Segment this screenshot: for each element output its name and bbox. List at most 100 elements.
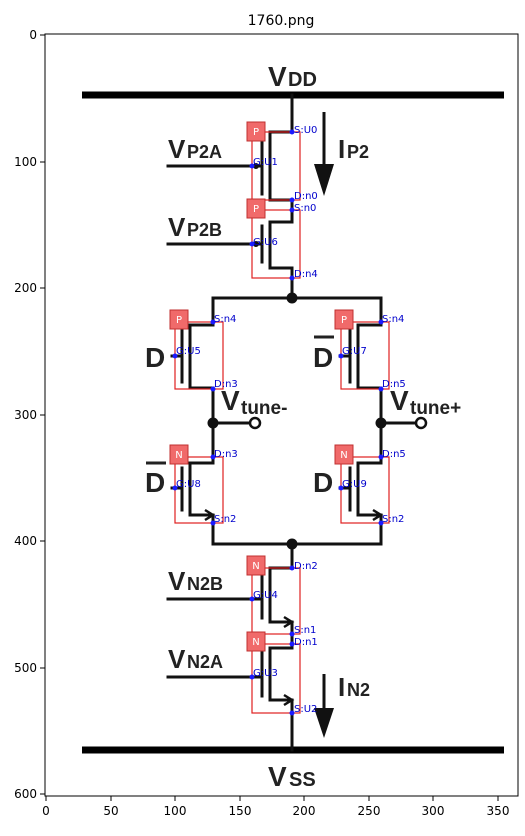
vn2a-label: V N2A bbox=[168, 644, 223, 674]
d-bar-label-right: D bbox=[313, 335, 334, 373]
figure-title: 1760.png bbox=[248, 13, 315, 29]
ip2-arrow bbox=[314, 112, 334, 196]
in2-arrow bbox=[314, 674, 334, 738]
svg-text:SS: SS bbox=[289, 769, 316, 791]
vtune-plus-terminal bbox=[414, 416, 428, 430]
svg-text:V: V bbox=[168, 212, 186, 242]
svg-text:S:n4: S:n4 bbox=[214, 314, 236, 325]
x-tick-label: 150 bbox=[229, 804, 252, 818]
x-tick-label: 250 bbox=[358, 804, 381, 818]
svg-text:DD: DD bbox=[288, 69, 317, 91]
svg-text:N: N bbox=[340, 450, 347, 461]
transistor-u5 bbox=[170, 323, 215, 390]
svg-text:D: D bbox=[313, 342, 333, 373]
svg-text:S:n4: S:n4 bbox=[382, 314, 404, 325]
y-tick-label: 300 bbox=[14, 408, 37, 422]
svg-text:P2B: P2B bbox=[187, 220, 222, 240]
svg-text:P2: P2 bbox=[347, 142, 369, 162]
svg-text:D:n5: D:n5 bbox=[382, 449, 406, 460]
y-tick-label: 500 bbox=[14, 661, 37, 675]
d-label-left: D bbox=[145, 342, 165, 373]
d-bar-label-left: D bbox=[145, 461, 166, 498]
svg-text:D:n4: D:n4 bbox=[294, 269, 318, 280]
transistor-u9 bbox=[338, 461, 384, 522]
svg-text:V: V bbox=[390, 385, 409, 416]
y-tick-label: 200 bbox=[14, 281, 37, 295]
svg-text:S:n2: S:n2 bbox=[214, 514, 236, 525]
annotation-u8: N D:n3 G:U8 S:n2 bbox=[169, 444, 238, 526]
svg-text:D: D bbox=[145, 467, 165, 498]
vtune-minus-label: V tune- bbox=[221, 385, 287, 419]
y-tick-label: 100 bbox=[14, 155, 37, 169]
svg-text:S:n2: S:n2 bbox=[382, 514, 404, 525]
d-label-right: D bbox=[313, 467, 333, 498]
svg-text:V: V bbox=[168, 134, 186, 164]
svg-text:V: V bbox=[168, 566, 186, 596]
x-tick-label: 200 bbox=[293, 804, 316, 818]
svg-text:N2: N2 bbox=[347, 680, 370, 700]
svg-text:G:U1: G:U1 bbox=[253, 157, 278, 168]
node-n4-dot bbox=[286, 292, 298, 304]
svg-text:D:n1: D:n1 bbox=[294, 637, 318, 648]
x-tick-label: 0 bbox=[42, 804, 50, 818]
annotation-u9: N D:n5 G:U9 S:n2 bbox=[334, 444, 406, 526]
x-tick-label: 350 bbox=[487, 804, 510, 818]
svg-text:N: N bbox=[252, 637, 259, 648]
vp2a-label: V P2A bbox=[168, 134, 222, 164]
svg-text:D:n3: D:n3 bbox=[214, 449, 238, 460]
svg-text:P: P bbox=[253, 127, 259, 138]
svg-text:S:U0: S:U0 bbox=[294, 125, 317, 136]
svg-text:S:n1: S:n1 bbox=[294, 625, 316, 636]
svg-text:V: V bbox=[168, 644, 186, 674]
y-tick-label: 600 bbox=[14, 787, 37, 801]
svg-text:V: V bbox=[268, 761, 287, 792]
ip2-label: I P2 bbox=[338, 134, 369, 164]
svg-text:G:U5: G:U5 bbox=[176, 346, 201, 357]
svg-text:G:U4: G:U4 bbox=[253, 590, 278, 601]
annotation-u1: P S:U0 G:U1 D:n0 bbox=[246, 121, 318, 203]
y-tick-label: 0 bbox=[29, 28, 37, 42]
svg-text:P: P bbox=[253, 204, 259, 215]
svg-text:I: I bbox=[338, 672, 345, 702]
svg-text:S:U2: S:U2 bbox=[294, 704, 317, 715]
svg-text:G:U6: G:U6 bbox=[253, 237, 278, 248]
svg-text:G:U9: G:U9 bbox=[342, 479, 367, 490]
svg-text:D:n2: D:n2 bbox=[294, 561, 318, 572]
svg-text:S:n0: S:n0 bbox=[294, 203, 316, 214]
svg-text:N: N bbox=[252, 561, 259, 572]
annotation-u7: P S:n4 G:U7 D:n5 bbox=[334, 309, 406, 392]
plot-frame bbox=[44, 33, 519, 797]
x-axis: 0 50 100 150 200 250 300 350 bbox=[42, 796, 509, 818]
svg-text:N2B: N2B bbox=[187, 574, 223, 594]
vdd-label: V DD bbox=[268, 61, 317, 92]
x-tick-label: 50 bbox=[103, 804, 118, 818]
svg-text:G:U8: G:U8 bbox=[176, 479, 201, 490]
annotation-u4: N D:n2 G:U4 S:n1 bbox=[246, 555, 318, 637]
annotation-u5: P S:n4 G:U5 D:n3 bbox=[169, 309, 238, 392]
svg-text:G:U3: G:U3 bbox=[253, 668, 278, 679]
svg-text:I: I bbox=[338, 134, 345, 164]
svg-text:P2A: P2A bbox=[187, 142, 222, 162]
x-tick-label: 300 bbox=[422, 804, 445, 818]
svg-text:D:n0: D:n0 bbox=[294, 191, 318, 202]
vp2b-label: V P2B bbox=[168, 212, 222, 242]
vtune-plus-label: V tune+ bbox=[390, 385, 461, 419]
y-axis: 0 100 200 300 400 500 600 bbox=[14, 28, 45, 801]
vss-label: V SS bbox=[268, 761, 316, 792]
svg-text:N: N bbox=[175, 450, 182, 461]
svg-text:V: V bbox=[268, 61, 287, 92]
annotation-u3: N D:n1 G:U3 S:U2 bbox=[246, 631, 318, 716]
svg-text:tune+: tune+ bbox=[410, 398, 461, 419]
y-tick-label: 400 bbox=[14, 534, 37, 548]
svg-text:D:n5: D:n5 bbox=[382, 379, 406, 390]
in2-label: I N2 bbox=[338, 672, 370, 702]
vtune-minus-terminal bbox=[248, 416, 262, 430]
svg-text:P: P bbox=[341, 315, 347, 326]
svg-text:G:U7: G:U7 bbox=[342, 346, 367, 357]
svg-text:V: V bbox=[221, 385, 240, 416]
transistor-u6 bbox=[166, 220, 294, 270]
annotation-u6: P S:n0 G:U6 D:n4 bbox=[246, 198, 318, 281]
svg-text:P: P bbox=[176, 315, 182, 326]
svg-text:D:n3: D:n3 bbox=[214, 379, 238, 390]
x-tick-label: 100 bbox=[164, 804, 187, 818]
